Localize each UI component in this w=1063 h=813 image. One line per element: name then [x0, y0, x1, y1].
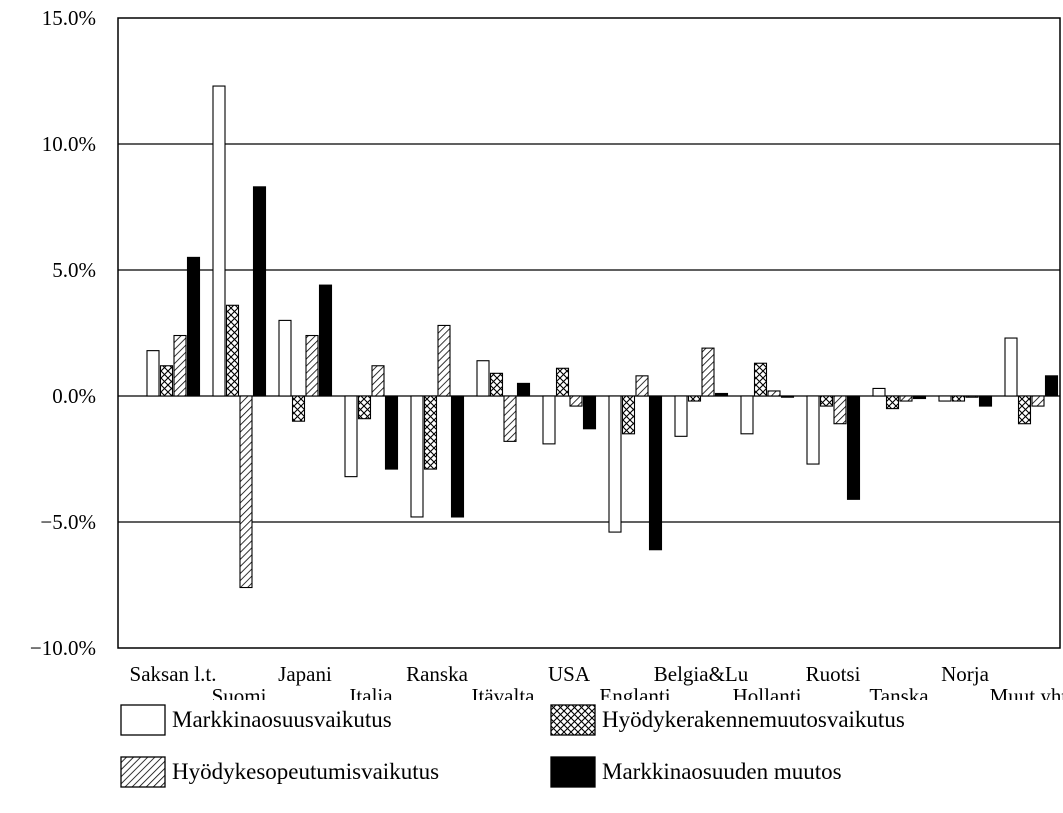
- x-category-label: Ruotsi: [806, 662, 861, 686]
- bar-diagonal: [239, 395, 253, 589]
- bar-crosshatch: [225, 304, 240, 397]
- bar-empty: [938, 395, 952, 402]
- bar-crosshatch: [621, 395, 636, 435]
- bar-solid: [714, 392, 729, 397]
- y-tick-label: 0.0%: [52, 384, 96, 408]
- bar-diagonal: [503, 395, 517, 442]
- bar-diagonal: [173, 334, 187, 397]
- y-axis-ticks: 15.0% 10.0% 5.0% 0.0% −5.0% −10.0%: [30, 6, 96, 660]
- bar-crosshatch: [555, 367, 570, 397]
- bar-empty: [872, 387, 886, 397]
- x-category-label: Englanti: [599, 684, 670, 700]
- bar-crosshatch: [357, 395, 372, 420]
- legend-label: Markkinaosuusvaikutus: [172, 707, 392, 732]
- bar-crosshatch: [753, 362, 768, 397]
- bar-solid: [516, 382, 531, 397]
- bar-empty: [608, 395, 622, 533]
- x-category-label: Norja: [941, 662, 989, 686]
- legend-swatch-solid: [550, 756, 596, 788]
- bar-empty: [542, 395, 556, 445]
- bar-empty: [410, 395, 424, 518]
- bar-diagonal: [437, 324, 451, 397]
- bar-crosshatch: [423, 395, 438, 470]
- bar-diagonal: [305, 334, 319, 397]
- bar-diagonal: [899, 395, 913, 402]
- legend-swatch-diagonal: [120, 756, 166, 788]
- bar-crosshatch: [489, 372, 504, 397]
- chart: 15.0% 10.0% 5.0% 0.0% −5.0% −10.0% Saksan l.t…: [30, 6, 1063, 700]
- bar-solid: [846, 395, 861, 500]
- x-category-label: Muut yht.: [990, 684, 1063, 700]
- bar-solid: [978, 395, 993, 407]
- bar-empty: [146, 350, 160, 397]
- legend-item-markkinaosuusvaikutus: Markkinaosuusvaikutus: [120, 702, 392, 738]
- bar-diagonal: [701, 347, 715, 397]
- x-category-label: Suomi: [212, 684, 267, 700]
- bar-solid: [186, 256, 201, 397]
- bar-layer: [146, 85, 1059, 589]
- x-category-label: Japani: [278, 662, 332, 686]
- x-category-label: Tanska: [869, 684, 929, 700]
- bar-diagonal: [833, 395, 847, 425]
- bar-crosshatch: [687, 395, 702, 402]
- bar-crosshatch: [159, 365, 174, 397]
- bar-solid: [780, 395, 795, 398]
- bar-empty: [476, 360, 490, 397]
- bar-diagonal: [767, 390, 781, 397]
- bar-diagonal: [635, 375, 649, 397]
- x-category-label: Hollanti: [733, 684, 802, 700]
- bar-diagonal: [371, 365, 385, 397]
- bar-empty: [740, 395, 754, 435]
- x-category-label: Belgia&Lu: [654, 662, 749, 686]
- bar-solid: [582, 395, 597, 430]
- bar-crosshatch: [951, 395, 966, 402]
- x-category-label: Saksan l.t.: [130, 662, 217, 686]
- bar-diagonal: [569, 395, 583, 407]
- bar-crosshatch: [885, 395, 900, 410]
- legend-item-hyodykerakennemuutosvaikutus: Hyödykerakennemuutosvaikutus: [550, 702, 905, 738]
- bar-empty: [212, 85, 226, 397]
- y-tick-label: 15.0%: [42, 6, 96, 30]
- bar-empty: [344, 395, 358, 478]
- legend-item-markkinaosuuden-muutos: Markkinaosuuden muutos: [550, 754, 842, 790]
- bar-crosshatch: [1017, 395, 1032, 425]
- y-tick-label: −5.0%: [40, 510, 96, 534]
- bar-solid: [912, 395, 927, 400]
- legend-label: Hyödykesopeutumisvaikutus: [172, 759, 440, 784]
- legend-item-hyodykesopeutumisvaikutus: Hyödykesopeutumisvaikutus: [120, 754, 439, 790]
- bar-solid: [1044, 375, 1059, 397]
- bar-empty: [674, 395, 688, 437]
- bar-solid: [384, 395, 399, 470]
- bar-crosshatch: [819, 395, 834, 407]
- bar-solid: [450, 395, 465, 518]
- bar-diagonal: [1031, 395, 1045, 407]
- bar-diagonal: [965, 395, 979, 398]
- x-category-label: Itävalta: [472, 684, 536, 700]
- bar-empty: [1004, 337, 1018, 397]
- x-category-label: Ranska: [406, 662, 469, 686]
- x-category-label: USA: [548, 662, 591, 686]
- legend-label: Hyödykerakennemuutosvaikutus: [602, 707, 905, 732]
- plot-frame: [117, 17, 1061, 649]
- x-axis-categories: Saksan l.t.Suomi Japani Italia RanskaItäval…: [130, 662, 1063, 700]
- legend-label: Markkinaosuuden muutos: [602, 759, 842, 784]
- bar-solid: [252, 186, 267, 397]
- bar-empty: [278, 319, 292, 397]
- bar-crosshatch: [291, 395, 306, 422]
- y-tick-label: 5.0%: [52, 258, 96, 282]
- y-tick-label: 10.0%: [42, 132, 96, 156]
- legend-swatch-empty: [120, 704, 166, 736]
- bar-solid: [648, 395, 663, 551]
- bar-empty: [806, 395, 820, 465]
- x-category-label: Italia: [349, 684, 393, 700]
- legend-swatch-crosshatch: [550, 704, 596, 736]
- y-tick-label: −10.0%: [30, 636, 96, 660]
- bar-solid: [318, 284, 333, 397]
- legend: Markkinaosuusvaikutus Hyödykerakennemuut…: [120, 702, 1020, 812]
